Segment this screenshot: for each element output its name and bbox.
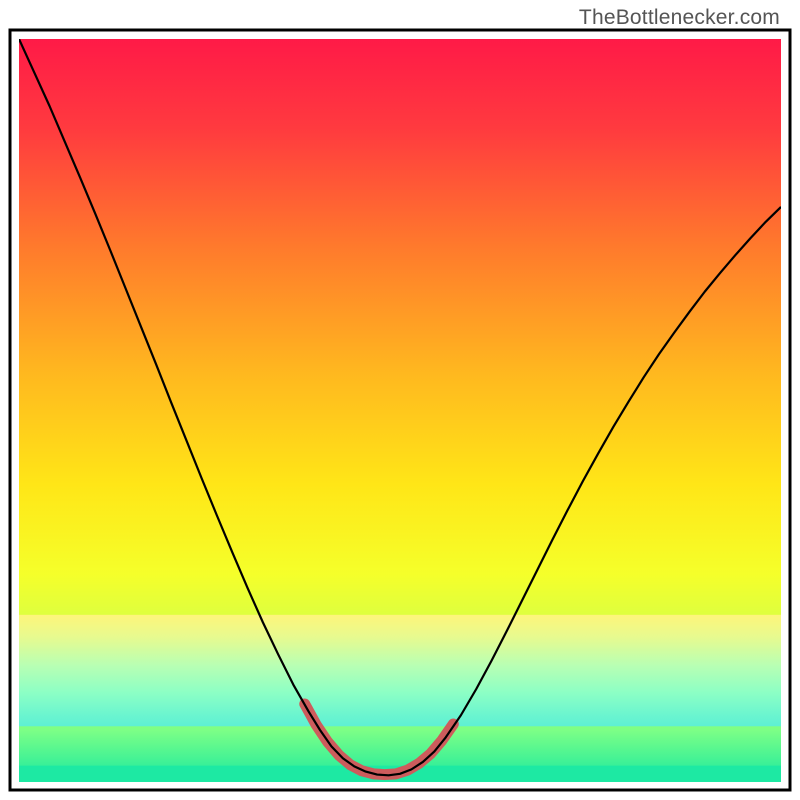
green-yellow-band	[19, 615, 781, 726]
stage: TheBottlenecker.com	[0, 0, 800, 800]
chart-svg	[0, 0, 800, 800]
chart-panel	[0, 0, 800, 800]
